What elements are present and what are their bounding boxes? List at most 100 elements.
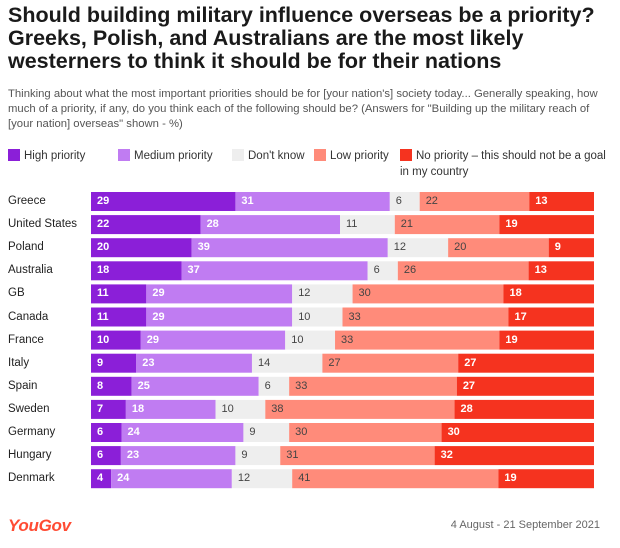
value-label: 39 bbox=[197, 241, 210, 254]
legend-item-high-priority: High priority bbox=[8, 148, 85, 164]
value-label: 26 bbox=[403, 264, 417, 277]
bar-poland-medium-priority bbox=[191, 238, 388, 258]
value-label: 13 bbox=[534, 264, 547, 277]
value-label: 27 bbox=[328, 356, 341, 369]
value-label: 33 bbox=[348, 310, 361, 323]
value-label: 12 bbox=[237, 472, 251, 485]
bar-greece-high-priority bbox=[91, 192, 236, 211]
value-label: 24 bbox=[117, 472, 130, 485]
bar-canada-don-t bbox=[292, 307, 343, 327]
value-label: 8 bbox=[97, 379, 104, 392]
value-label: 19 bbox=[505, 218, 518, 231]
value-label: 7 bbox=[97, 402, 104, 415]
bar-greece-no-priority bbox=[529, 192, 594, 211]
fieldwork-date: 4 August - 21 September 2021 bbox=[450, 519, 600, 531]
value-label: 19 bbox=[505, 333, 518, 346]
value-label: 25 bbox=[137, 379, 150, 392]
value-label: 37 bbox=[187, 264, 200, 277]
bar-hungary-don-t bbox=[235, 446, 281, 466]
bar-france-low-priority bbox=[335, 330, 500, 350]
legend-swatch-dont-know bbox=[232, 149, 244, 161]
bar-australia-medium-priority bbox=[181, 261, 368, 281]
bar-france-medium-priority bbox=[140, 330, 286, 350]
country-label-sweden: Sweden bbox=[8, 402, 50, 415]
bar-poland-high-priority bbox=[91, 238, 192, 258]
country-label-spain: Spain bbox=[8, 379, 38, 392]
legend-item-dont-know: Don't know bbox=[232, 148, 305, 164]
chart-subtitle: Thinking about what the most important p… bbox=[8, 88, 598, 130]
value-label: 18 bbox=[97, 264, 110, 277]
bar-germany-high-priority bbox=[91, 423, 122, 442]
bar-poland-no-priority bbox=[548, 238, 594, 258]
value-label: 33 bbox=[341, 333, 354, 346]
legend-label: Low priority bbox=[330, 150, 389, 162]
legend-label: Don't know bbox=[248, 150, 305, 162]
value-label: 18 bbox=[131, 402, 145, 415]
value-label: 12 bbox=[298, 287, 311, 300]
value-label: 22 bbox=[97, 218, 110, 231]
bar-france-don-t bbox=[285, 330, 336, 350]
value-label: 11 bbox=[346, 218, 358, 231]
value-label: 20 bbox=[97, 241, 110, 254]
value-label: 23 bbox=[142, 356, 155, 369]
value-label: 10 bbox=[221, 402, 234, 415]
bar-sweden-medium-priority bbox=[125, 399, 216, 419]
value-label: 29 bbox=[97, 195, 110, 207]
legend-swatch-no-priority bbox=[400, 149, 412, 161]
bar-germany-no-priority bbox=[441, 423, 594, 442]
legend-label: High priority bbox=[24, 150, 86, 162]
value-label: 9 bbox=[241, 449, 248, 462]
bar-gb-high-priority bbox=[91, 284, 147, 304]
bar-united-states-high-priority bbox=[91, 215, 201, 235]
bar-hungary-no-priority bbox=[434, 446, 594, 466]
country-label-poland: Poland bbox=[8, 241, 44, 254]
country-label-denmark: Denmark bbox=[8, 472, 55, 485]
value-label: 6 bbox=[97, 449, 104, 462]
bar-spain-medium-priority bbox=[131, 376, 259, 396]
bar-spain-low-priority bbox=[289, 376, 457, 396]
country-label-hungary: Hungary bbox=[8, 449, 52, 462]
value-label: 23 bbox=[126, 449, 140, 462]
country-label-italy: Italy bbox=[8, 356, 30, 369]
value-label: 32 bbox=[440, 449, 453, 462]
bar-spain-don-t bbox=[258, 376, 290, 396]
value-label: 10 bbox=[298, 310, 311, 323]
bar-australia-low-priority bbox=[397, 261, 529, 281]
bar-italy-high-priority bbox=[91, 353, 137, 373]
bar-united-states-medium-priority bbox=[200, 215, 341, 235]
bar-canada-medium-priority bbox=[146, 307, 293, 327]
value-label: 17 bbox=[514, 310, 527, 323]
bar-united-states-don-t bbox=[340, 215, 395, 235]
value-label: 13 bbox=[535, 195, 548, 207]
bar-sweden-no-priority bbox=[454, 399, 594, 419]
legend-label: Medium priority bbox=[134, 150, 213, 162]
value-label: 27 bbox=[462, 379, 476, 392]
bar-australia-don-t bbox=[367, 261, 398, 281]
bar-sweden-don-t bbox=[215, 399, 266, 419]
bar-france-no-priority bbox=[499, 330, 594, 350]
legend-swatch-high-priority bbox=[8, 149, 20, 161]
bar-france-high-priority bbox=[91, 330, 141, 350]
bar-australia-no-priority bbox=[528, 261, 594, 281]
bar-spain-high-priority bbox=[91, 376, 132, 396]
value-label: 4 bbox=[97, 472, 104, 485]
value-label: 6 bbox=[264, 379, 271, 392]
bar-greece-low-priority bbox=[419, 192, 530, 211]
bar-hungary-medium-priority bbox=[120, 446, 236, 466]
bar-gb-don-t bbox=[292, 284, 353, 304]
country-label-australia: Australia bbox=[8, 264, 53, 277]
bar-hungary-low-priority bbox=[280, 446, 435, 466]
bar-germany-medium-priority bbox=[121, 423, 244, 442]
value-label: 11 bbox=[97, 310, 109, 323]
legend-swatch-medium-priority bbox=[118, 149, 130, 161]
value-label: 29 bbox=[152, 310, 165, 323]
bar-united-states-low-priority bbox=[394, 215, 500, 235]
bar-italy-don-t bbox=[251, 353, 323, 373]
bar-denmark-no-priority bbox=[498, 469, 594, 489]
value-label: 6 bbox=[373, 264, 380, 277]
bar-canada-no-priority bbox=[508, 307, 594, 327]
bar-denmark-low-priority bbox=[292, 469, 499, 489]
value-label: 27 bbox=[464, 356, 477, 369]
legend-item-medium-priority: Medium priority bbox=[118, 148, 213, 164]
value-label: 9 bbox=[97, 356, 104, 369]
